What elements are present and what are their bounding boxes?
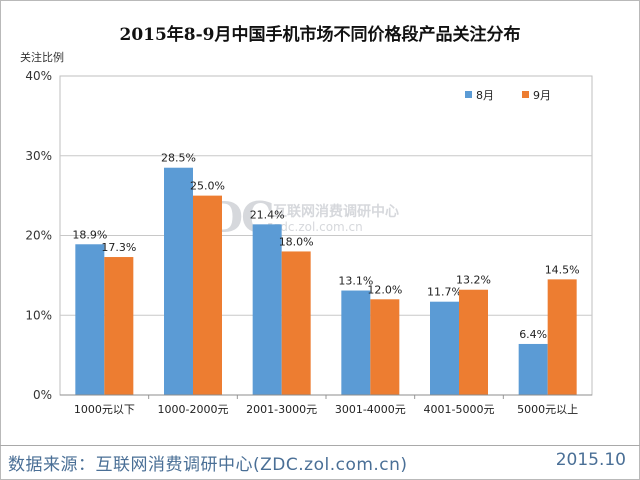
bar	[193, 195, 222, 395]
x-tick-label: 1000-2000元	[158, 403, 229, 416]
data-label: 12.0%	[367, 283, 402, 296]
bar	[430, 301, 459, 395]
data-label: 21.4%	[250, 208, 285, 221]
data-label: 25.0%	[190, 180, 225, 193]
watermark-url: zdc.zol.com.cn	[274, 220, 363, 234]
y-tick-label: 10%	[25, 308, 52, 322]
data-label: 13.1%	[338, 275, 373, 288]
legend-swatch	[465, 91, 472, 98]
y-tick-label: 20%	[25, 229, 52, 243]
bar	[547, 279, 577, 395]
y-tick-label: 30%	[25, 149, 52, 163]
data-label: 14.5%	[545, 263, 580, 276]
data-label: 13.2%	[456, 274, 491, 287]
data-label: 28.5%	[161, 152, 196, 165]
y-tick-label: 40%	[25, 69, 52, 83]
x-tick-label: 5000元以上	[517, 403, 578, 416]
bar	[459, 289, 488, 395]
watermark-name: 互联网消费调研中心	[273, 204, 399, 220]
footer-divider	[0, 445, 640, 446]
footer-date: 2015.10	[555, 450, 626, 470]
x-tick-label: 1000元以下	[74, 403, 135, 416]
bar	[341, 290, 371, 395]
x-tick-label: 4001-5000元	[424, 403, 495, 416]
data-label: 11.7%	[427, 286, 462, 299]
data-label: 18.0%	[279, 235, 314, 248]
bar-chart: 0% 10% 20% 30% 40% 18.9%17.3% 1000元以下 28.5% 25.0…	[25, 69, 593, 416]
data-label: 6.4%	[519, 328, 547, 341]
bar	[75, 244, 105, 395]
bar	[281, 251, 311, 395]
y-axis-label: 关注比例	[20, 51, 64, 64]
bar	[104, 257, 134, 395]
data-label: 17.3%	[101, 241, 136, 254]
y-tick-label: 0%	[33, 388, 52, 402]
data-label: 18.9%	[72, 228, 107, 241]
bar	[370, 299, 400, 395]
bar	[252, 224, 282, 395]
legend-label: 9月	[533, 89, 551, 102]
legend-swatch	[522, 91, 529, 98]
bar	[164, 167, 193, 395]
bar	[518, 343, 548, 395]
chart-title: 2015年8-9月中国手机市场不同价格段产品关注分布	[119, 25, 521, 45]
x-tick-label: 2001-3000元	[246, 403, 317, 416]
x-tick-label: 3001-4000元	[335, 403, 406, 416]
footer-source: 数据来源：互联网消费调研中心(ZDC.zol.com.cn)	[8, 455, 408, 475]
legend-label: 8月	[476, 89, 494, 102]
